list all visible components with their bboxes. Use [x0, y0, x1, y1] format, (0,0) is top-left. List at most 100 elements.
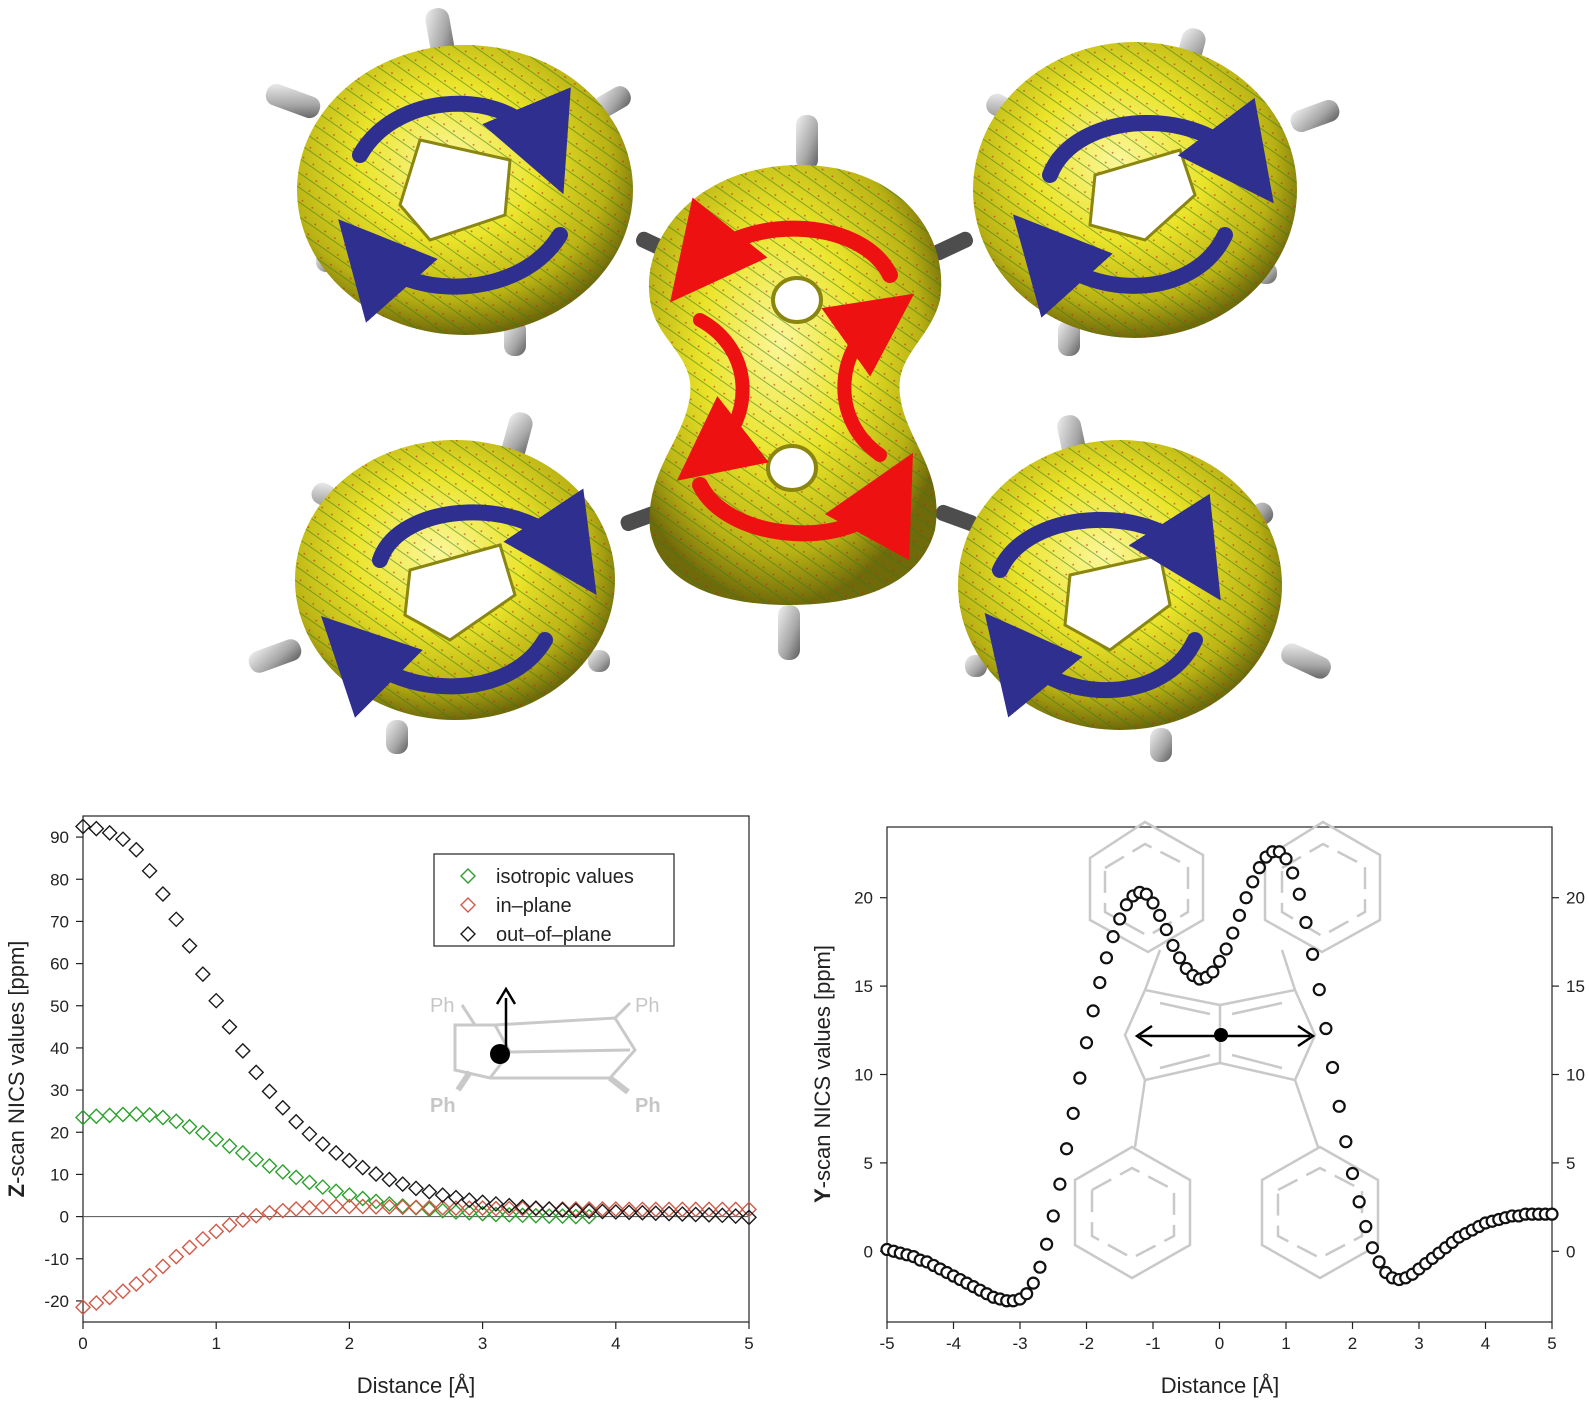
y-scan-point [1206, 965, 1220, 979]
legend-marker [460, 897, 476, 913]
z-scan-y-tick-label: 70 [50, 912, 69, 931]
z-scan-point [421, 1183, 438, 1200]
y-scan-point [1339, 1135, 1353, 1149]
y-scan-point [1153, 908, 1167, 922]
y-scan-x-tick-label: 5 [1547, 1334, 1556, 1353]
z-scan-point [194, 1124, 211, 1141]
y-scan-point [1372, 1255, 1386, 1269]
y-scan-origin-dot [1214, 1028, 1228, 1042]
z-scan-point [128, 1276, 145, 1293]
z-scan-point [714, 1207, 731, 1224]
z-scan-point [474, 1194, 491, 1211]
z-scan-point [527, 1200, 544, 1217]
y-scan-right-y-tick-label: 10 [1566, 1066, 1585, 1085]
y-scan-point [1172, 951, 1187, 965]
z-scan-chart: 0 1 2 3 4 5 -20 -10 0 10 20 30 40 50 60 70 80 90 Distanc… [4, 815, 757, 1398]
z-scan-point [261, 1083, 278, 1100]
z-scan-point [674, 1201, 691, 1218]
y-scan-point [1246, 875, 1260, 889]
z-scan-point [288, 1201, 305, 1217]
z-scan-point [394, 1199, 411, 1216]
z-scan-point [101, 824, 118, 841]
z-scan-point [181, 937, 198, 954]
z-scan-point [514, 1200, 531, 1217]
z-scan-point [581, 1201, 598, 1217]
y-scan-x-tick-label: -4 [946, 1334, 961, 1353]
z-scan-point [581, 1203, 598, 1220]
z-scan-point [221, 1217, 238, 1234]
z-scan-inset-label-ph-4: Ph [635, 1095, 661, 1117]
z-scan-point [687, 1201, 704, 1218]
z-scan-point [368, 1193, 385, 1210]
z-scan-arrow-head [495, 986, 517, 1005]
y-scan-x-tick-label: 3 [1414, 1334, 1423, 1353]
y-scan-point [1545, 1207, 1559, 1221]
z-scan-point [381, 1195, 398, 1212]
y-scan-point [1059, 1142, 1074, 1156]
z-scan-point [168, 1113, 185, 1130]
z-scan-point [274, 1099, 291, 1116]
y-scan-point [1279, 852, 1293, 866]
z-scan-point [354, 1159, 371, 1176]
y-scan-y-tick-label: 0 [864, 1242, 873, 1261]
z-scan-x-tick-label: 3 [478, 1334, 487, 1353]
z-scan-point [634, 1201, 651, 1218]
z-scan-point [741, 1201, 757, 1218]
z-scan-point [234, 1042, 251, 1059]
z-scan-point [301, 1199, 318, 1216]
z-scan-point [368, 1198, 385, 1215]
z-scan-point [194, 966, 211, 983]
z-scan-point [221, 1018, 238, 1035]
y-scan-x-tick-label: -5 [879, 1334, 894, 1353]
y-scan-point [1352, 1195, 1366, 1209]
z-scan-point [114, 1283, 131, 1300]
y-scan-point [1159, 922, 1173, 937]
z-scan-inset-label-ph-2: Ph [635, 995, 659, 1017]
y-scan-point [1212, 954, 1227, 968]
z-scan-point [408, 1199, 424, 1216]
z-scan-point [594, 1201, 611, 1217]
legend-label: isotropic values [496, 866, 634, 888]
z-scan-point [647, 1201, 664, 1218]
y-scan-point [1286, 866, 1300, 880]
y-scan-point [1099, 951, 1114, 965]
y-scan-arrow-head-right [1297, 1024, 1316, 1048]
y-scan-point [1079, 1036, 1094, 1050]
y-scan-right-y-tick-label: 20 [1566, 889, 1585, 908]
z-scan-point [474, 1200, 491, 1217]
legend-label: in–plane [496, 895, 572, 917]
z-scan-point [447, 1189, 464, 1206]
z-scan-y-tick-label: 30 [50, 1081, 69, 1100]
y-scan-point [1119, 898, 1134, 912]
y-scan-point [1146, 896, 1160, 910]
z-scan-point [75, 1109, 91, 1126]
z-scan-point [141, 1267, 158, 1284]
z-scan-point [354, 1190, 371, 1207]
z-scan-plot-frame [82, 815, 750, 1323]
z-scan-point [714, 1201, 731, 1218]
y-scan-point [1325, 1060, 1340, 1075]
y-scan-arrow-head-left [1134, 1024, 1153, 1048]
z-scan-point [274, 1163, 291, 1180]
z-scan-y-tick-label: 90 [50, 828, 69, 847]
z-scan-point [208, 1131, 225, 1148]
y-scan-x-tick-label: -2 [1079, 1334, 1094, 1353]
z-scan-point [461, 1200, 478, 1217]
z-scan-point [368, 1166, 385, 1182]
y-scan-point [1139, 887, 1153, 901]
z-scan-point [114, 831, 131, 848]
z-scan-point [88, 1108, 105, 1125]
y-scan-chart: -5 -4 -3 -2 -1 0 1 2 3 4 5 0 5 10 15 20 0 5 10 15 20 Distan… [810, 820, 1585, 1398]
z-scan-point [328, 1198, 345, 1215]
z-scan-x-tick-label: 2 [345, 1334, 354, 1353]
z-scan-point [274, 1202, 291, 1219]
z-scan-point [487, 1206, 504, 1223]
z-scan-point [434, 1187, 451, 1204]
z-scan-point [181, 1118, 198, 1135]
z-scan-point [487, 1200, 504, 1217]
z-scan-point [301, 1174, 318, 1191]
z-scan-x-tick-label: 0 [78, 1334, 87, 1353]
z-scan-point [408, 1180, 424, 1197]
legend-marker [460, 868, 476, 884]
